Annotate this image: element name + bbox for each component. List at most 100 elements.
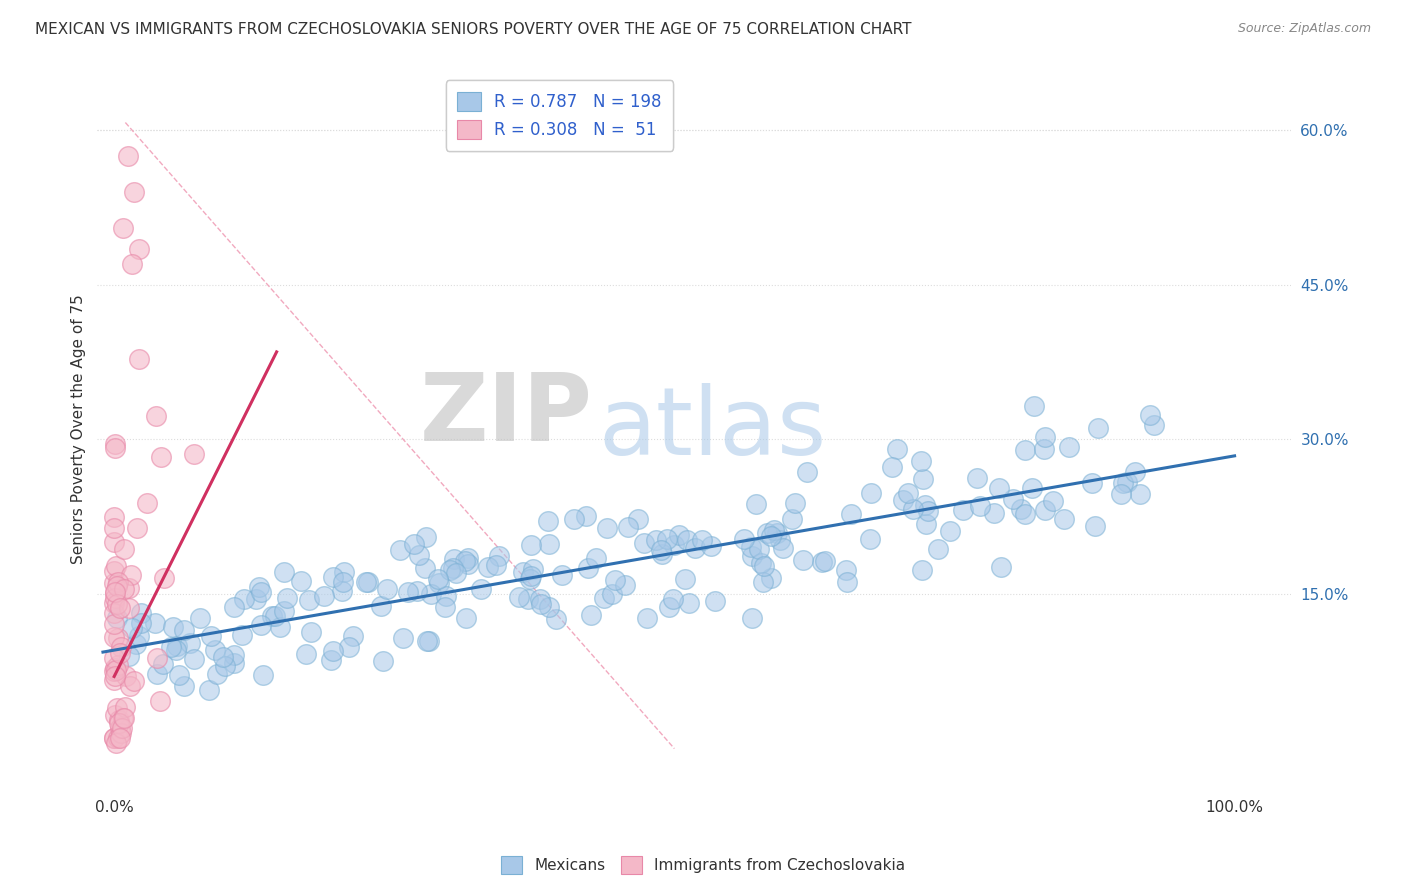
Point — [910, 454, 932, 468]
Point — [118, 600, 141, 615]
Point — [927, 541, 949, 556]
Point — [332, 574, 354, 589]
Point — [103, 535, 125, 549]
Point — [104, 661, 127, 675]
Point — [813, 554, 835, 568]
Point — [914, 498, 936, 512]
Point — [197, 682, 219, 697]
Point — [179, 635, 201, 649]
Point — [678, 596, 700, 610]
Point — [733, 532, 755, 546]
Point — [104, 663, 127, 677]
Point — [107, 575, 129, 590]
Point — [231, 628, 253, 642]
Point — [121, 621, 143, 635]
Point — [860, 485, 883, 500]
Point — [748, 542, 770, 557]
Point — [1115, 475, 1137, 489]
Point — [792, 553, 814, 567]
Point — [834, 563, 856, 577]
Point — [120, 567, 142, 582]
Point — [1014, 508, 1036, 522]
Point — [761, 571, 783, 585]
Point — [375, 582, 398, 596]
Point — [111, 721, 134, 735]
Point — [103, 521, 125, 535]
Point — [108, 721, 131, 735]
Point — [613, 578, 636, 592]
Point — [108, 713, 131, 727]
Point — [167, 668, 190, 682]
Point — [103, 673, 125, 688]
Point — [122, 674, 145, 689]
Point — [538, 600, 561, 615]
Point — [103, 576, 125, 591]
Point — [519, 572, 541, 586]
Point — [105, 736, 128, 750]
Point — [759, 529, 782, 543]
Point — [485, 558, 508, 573]
Point — [537, 537, 560, 551]
Point — [173, 623, 195, 637]
Text: atlas: atlas — [599, 384, 827, 475]
Point — [1087, 420, 1109, 434]
Point — [751, 556, 773, 570]
Point — [117, 149, 139, 163]
Point — [488, 549, 510, 564]
Point — [153, 571, 176, 585]
Point — [103, 606, 125, 620]
Point — [530, 597, 553, 611]
Point — [103, 651, 125, 665]
Point — [105, 579, 128, 593]
Point — [1042, 494, 1064, 508]
Point — [146, 651, 169, 665]
Point — [740, 541, 762, 555]
Point — [128, 242, 150, 256]
Text: Source: ZipAtlas.com: Source: ZipAtlas.com — [1237, 22, 1371, 36]
Point — [108, 646, 131, 660]
Point — [104, 441, 127, 455]
Point — [125, 520, 148, 534]
Point — [298, 593, 321, 607]
Point — [371, 654, 394, 668]
Point — [683, 541, 706, 556]
Point — [396, 585, 419, 599]
Point — [103, 564, 125, 578]
Point — [755, 525, 778, 540]
Point — [520, 538, 543, 552]
Point — [415, 530, 437, 544]
Point — [418, 634, 440, 648]
Point — [454, 554, 477, 568]
Point — [337, 640, 360, 655]
Point — [897, 486, 920, 500]
Point — [117, 582, 139, 596]
Point — [835, 575, 858, 590]
Point — [103, 509, 125, 524]
Point — [1021, 482, 1043, 496]
Point — [1052, 511, 1074, 525]
Point — [470, 582, 492, 596]
Point — [603, 573, 626, 587]
Point — [262, 609, 284, 624]
Point — [110, 640, 132, 655]
Point — [592, 591, 614, 605]
Point — [250, 585, 273, 599]
Point — [420, 587, 443, 601]
Point — [1139, 408, 1161, 422]
Point — [107, 658, 129, 673]
Legend: R = 0.787   N = 198, R = 0.308   N =  51: R = 0.787 N = 198, R = 0.308 N = 51 — [446, 80, 673, 151]
Point — [859, 532, 882, 546]
Point — [103, 664, 125, 678]
Point — [645, 533, 668, 547]
Point — [456, 610, 478, 624]
Point — [124, 637, 146, 651]
Point — [299, 625, 322, 640]
Point — [692, 533, 714, 548]
Point — [413, 561, 436, 575]
Point — [595, 520, 617, 534]
Point — [312, 589, 335, 603]
Point — [441, 561, 464, 575]
Point — [1084, 519, 1107, 533]
Point — [886, 442, 908, 456]
Point — [245, 591, 267, 606]
